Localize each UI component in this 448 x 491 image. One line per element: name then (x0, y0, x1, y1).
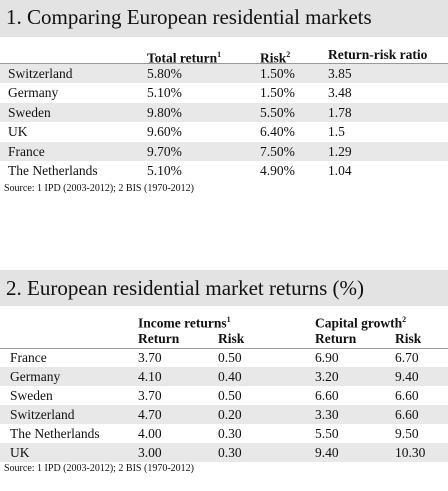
source-note: Source: 1 IPD (2003-2012); 2 BIS (1970-2… (4, 463, 194, 474)
cell-value: 0.50 (218, 388, 242, 403)
table-row (0, 83, 448, 102)
row-label: Sweden (8, 104, 51, 120)
group-header: Income returns1 (138, 310, 231, 333)
row-label: France (8, 143, 45, 159)
cell-value: 0.20 (218, 407, 242, 422)
row-label: UK (8, 124, 28, 140)
cell-value: 0.40 (218, 369, 242, 384)
cell-value: 9.70% (147, 143, 182, 159)
cell-value: 3.48 (328, 85, 352, 101)
cell-value: 3.70 (138, 388, 162, 403)
cell-value: 5.80% (147, 66, 182, 81)
cell-value: 6.40% (260, 124, 295, 140)
row-label: France (10, 350, 47, 365)
title-bar (0, 270, 448, 306)
cell-value: 3.70 (138, 350, 162, 365)
table-row (0, 64, 448, 83)
column-header: Return-risk ratio (328, 45, 427, 64)
table-row (0, 102, 448, 122)
cell-value: 3.30 (315, 407, 339, 422)
cell-value: 4.70 (138, 407, 162, 422)
row-label: Germany (10, 369, 61, 384)
column-header: Risk (395, 331, 422, 346)
cell-value: 9.80% (147, 104, 182, 120)
table-row (0, 443, 448, 462)
cell-value: 1.5 (328, 124, 345, 140)
column-header-text: Return-risk ratio (328, 47, 428, 62)
cell-value: 9.50 (395, 426, 419, 441)
cell-value: 1.50% (260, 85, 295, 101)
footnote-marker: 1 (217, 50, 222, 59)
cell-value: 1.29 (328, 143, 352, 159)
footnote-marker: 2 (402, 315, 407, 324)
cell-value: 7.50% (260, 143, 295, 159)
column-header: Risk (218, 331, 245, 346)
table-title: 2. European residential market returns (… (6, 276, 365, 300)
cell-value: 6.60 (395, 407, 419, 422)
cell-value: 9.60% (147, 124, 182, 140)
group-header-text: Capital growth (315, 315, 403, 331)
cell-value: 3.20 (315, 369, 339, 384)
table-title: 1. Comparing European residential market… (6, 5, 372, 29)
column-header: Total return1 (147, 45, 221, 68)
column-header: Return (315, 331, 357, 346)
cell-value: 3.85 (328, 66, 352, 81)
cell-value: 1.50% (260, 66, 295, 81)
cell-value: 0.30 (218, 445, 242, 460)
group-header: Capital growth2 (315, 310, 406, 333)
cell-value: 4.00 (138, 426, 162, 441)
header-rule (0, 348, 448, 349)
cell-value: 6.70 (395, 350, 419, 365)
footnote-marker: 2 (286, 50, 291, 59)
cell-value: 4.90% (260, 163, 295, 178)
column-header: Risk2 (260, 45, 290, 68)
row-label: Germany (8, 85, 59, 101)
cell-value: 0.50 (218, 350, 242, 365)
cell-value: 5.10% (147, 163, 182, 178)
source-note: Source: 1 IPD (2003-2012); 2 BIS (1970-2… (4, 183, 194, 194)
cell-value: 6.90 (315, 350, 339, 365)
cell-value: 6.60 (315, 388, 339, 403)
header-rule (0, 63, 448, 64)
row-label: Switzerland (10, 407, 75, 422)
footnote-marker: 1 (226, 315, 231, 324)
column-header: Return (138, 331, 180, 346)
cell-value: 5.50% (260, 104, 295, 120)
table-row (0, 405, 448, 424)
group-header-text: Income returns (138, 315, 227, 331)
row-label: Switzerland (8, 66, 73, 81)
column-header-text: Risk (260, 50, 287, 66)
row-label: Sweden (10, 388, 53, 403)
cell-value: 5.10% (147, 85, 182, 101)
cell-value: 9.40 (315, 445, 339, 460)
cell-value: 1.78 (328, 104, 352, 120)
cell-value: 5.50 (315, 426, 339, 441)
cell-value: 4.10 (138, 369, 162, 384)
cell-value: 3.00 (138, 445, 162, 460)
cell-value: 10.30 (395, 445, 426, 460)
column-header-text: Total return (147, 50, 218, 66)
cell-value: 9.40 (395, 369, 419, 384)
row-label: UK (10, 445, 30, 460)
table-row (0, 141, 448, 161)
title-bar (0, 0, 448, 37)
row-label: The Netherlands (10, 426, 100, 441)
table-row (0, 367, 448, 386)
cell-value: 6.60 (395, 388, 419, 403)
cell-value: 1.04 (328, 163, 352, 178)
table-row (0, 122, 448, 141)
row-label: The Netherlands (8, 163, 98, 178)
cell-value: 0.30 (218, 426, 242, 441)
